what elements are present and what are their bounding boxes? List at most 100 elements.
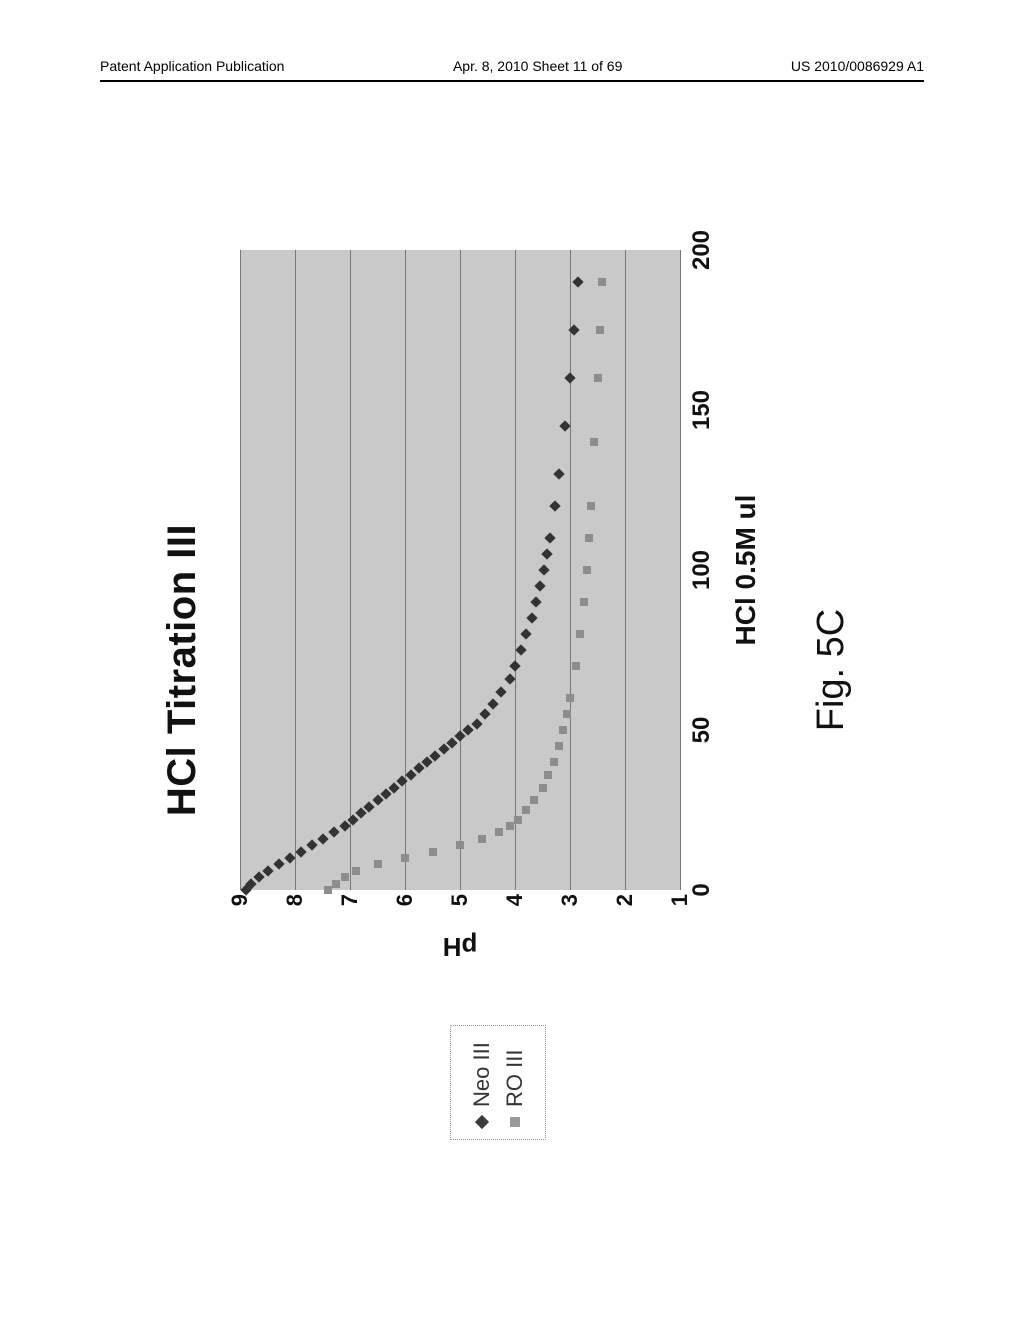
y-tick-label: 9 (227, 894, 253, 906)
x-tick-label: 100 (688, 550, 716, 590)
data-point-neo (553, 468, 564, 479)
header-center: Apr. 8, 2010 Sheet 11 of 69 (453, 58, 622, 74)
x-axis-label: HCl 0.5M ul (730, 250, 762, 890)
legend-box: Neo III RO III (450, 1025, 546, 1140)
gridline (570, 250, 571, 890)
data-point-neo (526, 612, 537, 623)
data-point-ro (352, 867, 360, 875)
data-point-neo (515, 644, 526, 655)
data-point-neo (405, 769, 416, 780)
data-point-ro (550, 758, 558, 766)
gridline (515, 250, 516, 890)
data-point-ro (539, 784, 547, 792)
y-axis-label: pH (443, 931, 478, 962)
data-point-ro (401, 854, 409, 862)
data-point-ro (594, 374, 602, 382)
data-point-ro (456, 841, 464, 849)
data-point-neo (496, 686, 507, 697)
gridline (350, 250, 351, 890)
data-point-ro (580, 598, 588, 606)
data-point-neo (479, 708, 490, 719)
data-point-neo (573, 276, 584, 287)
data-point-ro (341, 873, 349, 881)
data-point-ro (596, 326, 604, 334)
y-tick-label: 5 (447, 894, 473, 906)
data-point-ro (478, 835, 486, 843)
data-point-ro (324, 886, 332, 894)
legend-label: RO III (498, 1050, 531, 1107)
data-point-ro (590, 438, 598, 446)
header-left: Patent Application Publication (100, 58, 284, 74)
gridline (680, 250, 681, 890)
data-point-ro (522, 806, 530, 814)
data-point-ro (587, 502, 595, 510)
data-point-neo (273, 859, 284, 870)
data-point-ro (572, 662, 580, 670)
data-point-neo (534, 580, 545, 591)
data-point-neo (306, 840, 317, 851)
diamond-icon (474, 1115, 488, 1129)
data-point-neo (262, 865, 273, 876)
data-point-ro (332, 880, 340, 888)
data-point-ro (506, 822, 514, 830)
data-point-ro (585, 534, 593, 542)
figure-region: Neo III RO III HCl Titration III 1234567… (130, 180, 890, 1160)
data-point-neo (538, 564, 549, 575)
header-right: US 2010/0086929 A1 (791, 58, 924, 74)
plot-area (240, 250, 680, 890)
x-tick-label: 0 (688, 883, 716, 896)
data-point-neo (504, 673, 515, 684)
data-point-neo (295, 846, 306, 857)
y-tick-label: 2 (612, 894, 638, 906)
x-tick-label: 50 (688, 717, 716, 744)
data-point-ro (544, 771, 552, 779)
gridline (460, 250, 461, 890)
y-tick-label: 7 (337, 894, 363, 906)
data-point-neo (317, 833, 328, 844)
data-point-neo (541, 548, 552, 559)
data-point-neo (530, 596, 541, 607)
data-point-neo (254, 872, 265, 883)
gridline (295, 250, 296, 890)
figure-caption: Fig. 5C (810, 180, 853, 1160)
data-point-ro (555, 742, 563, 750)
x-tick-label: 150 (688, 390, 716, 430)
data-point-neo (487, 699, 498, 710)
legend-item-ro: RO III (498, 1042, 531, 1127)
landscape-layout: Neo III RO III HCl Titration III 1234567… (130, 180, 890, 1160)
data-point-ro (566, 694, 574, 702)
data-point-ro (563, 710, 571, 718)
legend-item-neo: Neo III (465, 1042, 498, 1127)
chart-title: HCl Titration III (160, 180, 205, 1160)
data-point-neo (471, 718, 482, 729)
data-point-neo (328, 827, 339, 838)
gridline (405, 250, 406, 890)
data-point-ro (583, 566, 591, 574)
header-underline (100, 80, 924, 82)
data-point-ro (374, 860, 382, 868)
data-point-ro (530, 796, 538, 804)
data-point-neo (549, 500, 560, 511)
data-point-neo (430, 750, 441, 761)
data-point-neo (559, 420, 570, 431)
y-tick-label: 3 (557, 894, 583, 906)
gridline (240, 250, 241, 890)
data-point-ro (514, 816, 522, 824)
data-point-neo (397, 776, 408, 787)
x-tick-label: 200 (688, 230, 716, 270)
y-tick-label: 4 (502, 894, 528, 906)
data-point-neo (520, 628, 531, 639)
gridline (625, 250, 626, 890)
data-point-ro (576, 630, 584, 638)
data-point-ro (559, 726, 567, 734)
x-axis-ticks: 050100150200 (688, 250, 718, 890)
data-point-ro (495, 828, 503, 836)
y-axis-ticks: 123456789 (240, 894, 680, 930)
data-point-neo (545, 532, 556, 543)
y-tick-label: 6 (392, 894, 418, 906)
square-icon (510, 1117, 520, 1127)
y-tick-label: 8 (282, 894, 308, 906)
legend-label: Neo III (465, 1042, 498, 1107)
data-point-ro (598, 278, 606, 286)
data-point-neo (564, 372, 575, 383)
